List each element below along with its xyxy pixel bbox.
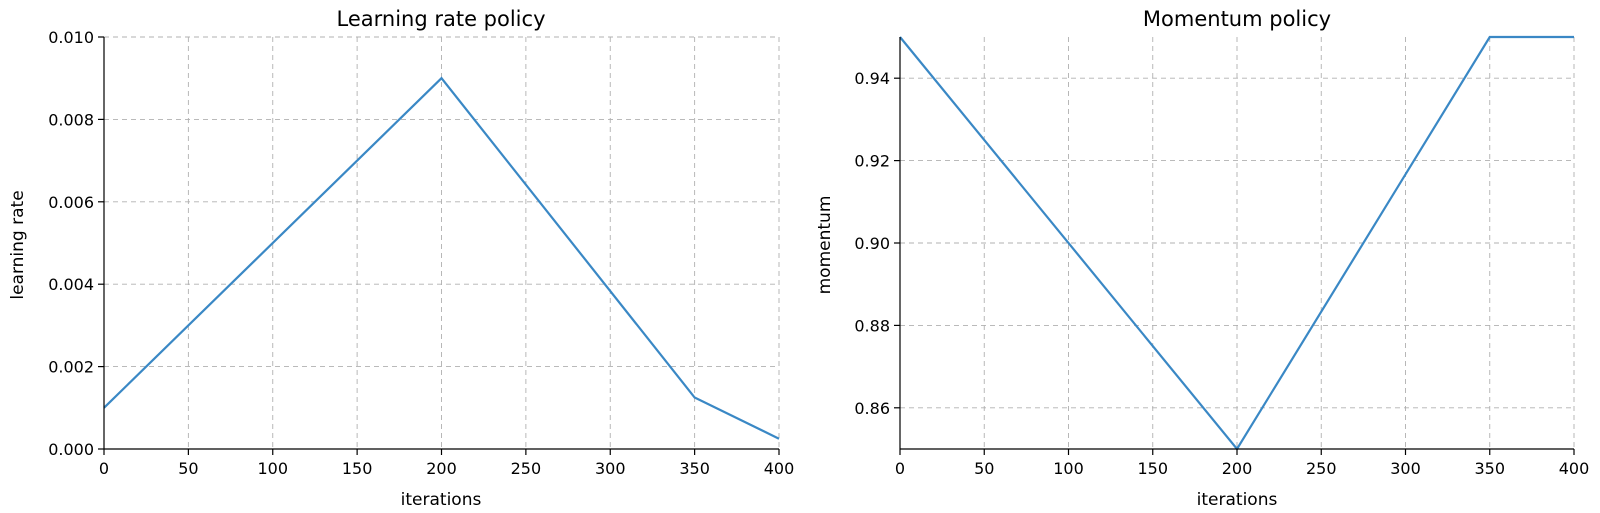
y-tick-label: 0.86: [854, 399, 890, 418]
x-tick-label: 50: [178, 459, 198, 478]
x-tick-label: 400: [1559, 459, 1590, 478]
y-tick-label: 0.88: [854, 316, 890, 335]
y-tick-label: 0.92: [854, 152, 890, 171]
x-tick-label: 200: [426, 459, 457, 478]
y-axis-label: momentum: [815, 196, 835, 295]
x-axis-label: iterations: [1197, 490, 1278, 510]
chart-title: Learning rate policy: [337, 7, 546, 31]
x-tick-label: 150: [1137, 459, 1168, 478]
x-tick-label: 100: [257, 459, 288, 478]
y-tick-label: 0.008: [48, 110, 94, 129]
x-tick-label: 0: [895, 459, 905, 478]
y-tick-label: 0.000: [48, 440, 94, 459]
y-tick-label: 0.010: [48, 28, 94, 47]
x-tick-label: 300: [595, 459, 626, 478]
x-tick-label: 50: [974, 459, 994, 478]
y-tick-label: 0.94: [854, 69, 890, 88]
chart-title: Momentum policy: [1143, 7, 1331, 31]
series-line: [899, 35, 1574, 451]
x-tick-label: 150: [342, 459, 373, 478]
x-tick-label: 350: [1474, 459, 1505, 478]
x-tick-label: 400: [764, 459, 795, 478]
x-tick-label: 350: [679, 459, 710, 478]
y-tick-label: 0.002: [48, 358, 94, 377]
x-tick-label: 300: [1390, 459, 1421, 478]
y-tick-label: 0.006: [48, 193, 94, 212]
y-axis-label: learning rate: [8, 190, 28, 299]
x-tick-label: 250: [1306, 459, 1337, 478]
momentum-chart: Momentum policy 0 50 100 150 200 250 300 350 400…: [815, 7, 1589, 510]
x-axis-label: iterations: [401, 490, 482, 510]
series-line: [103, 76, 780, 440]
x-tick-label: 250: [511, 459, 542, 478]
x-tick-label: 200: [1222, 459, 1253, 478]
y-tick-label: 0.90: [854, 234, 890, 253]
y-tick-label: 0.004: [48, 275, 94, 294]
x-tick-label: 100: [1053, 459, 1084, 478]
learning-rate-chart: Learning rate policy 0 50 100 150 200 250 300 3…: [8, 7, 794, 510]
x-tick-label: 0: [99, 459, 109, 478]
